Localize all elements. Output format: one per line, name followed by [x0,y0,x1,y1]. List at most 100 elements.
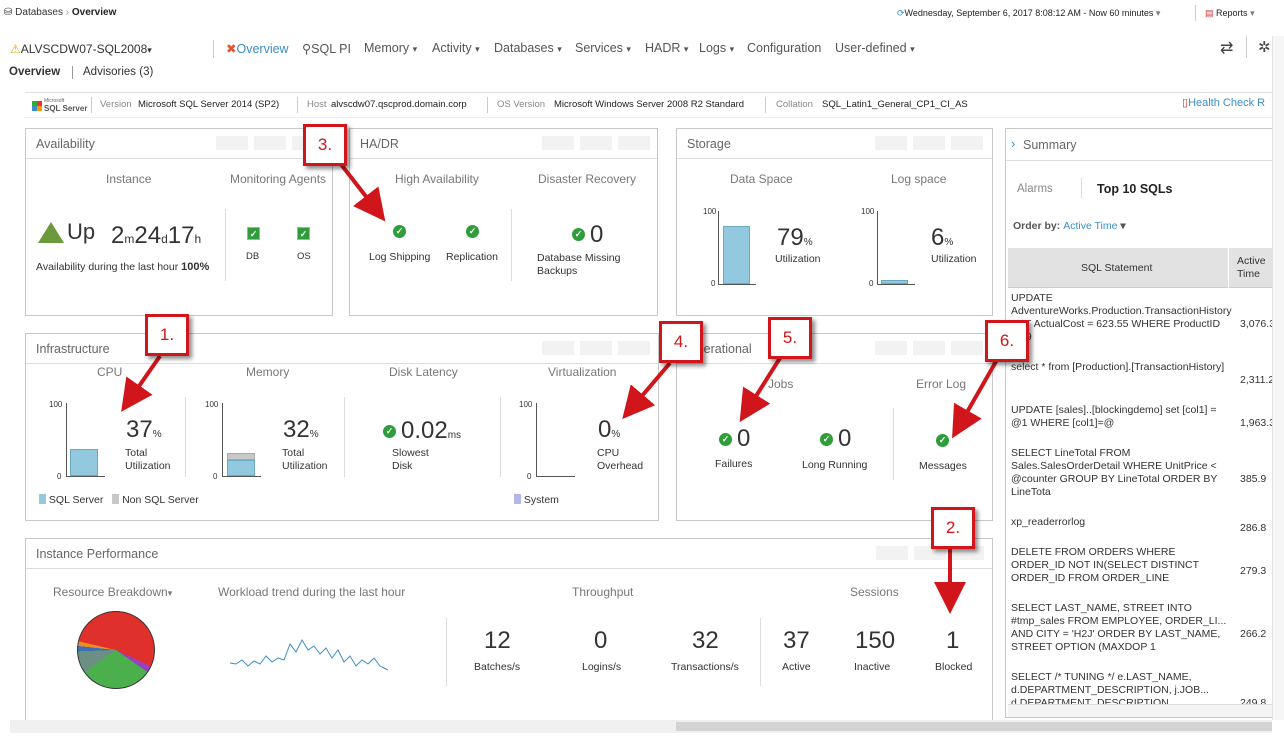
settings-icon[interactable]: ✲ [1258,39,1271,56]
nav-user-defined[interactable]: User-defined ▾ [835,41,915,55]
os-check-icon: ✓ [297,227,310,240]
sql-time: 2,311.2 [1240,374,1275,386]
cpu-overhead-label: CPU Overhead [597,447,644,472]
time-range-selector[interactable]: ⟳Wednesday, September 6, 2017 8:08:12 AM… [897,8,1160,19]
transactions-label: Transactions/s [671,661,739,673]
tab-advisories[interactable]: Advisories (3) [83,66,154,78]
log-shipping-label: Log Shipping [369,251,431,263]
messages-label: Messages [919,460,967,472]
cpu-bar [70,449,98,476]
sql-row[interactable]: SELECT LAST_NAME, STREET INTO #tmp_sales… [1011,602,1227,653]
server-info-bar [25,92,1284,118]
nav-logs[interactable]: Logs ▾ [699,41,735,55]
log-space-pct: 6% [931,224,954,251]
refresh-icon[interactable]: ⇄ [1220,40,1234,57]
collation-label: Collation [776,99,813,110]
order-by[interactable]: Order by: Active Time ▾ [1013,220,1126,232]
throughput-heading: Throughput [572,585,634,599]
panel-title: Infrastructure [36,342,110,356]
failures-label: Failures [715,458,753,470]
missing-backups-label: Database Missing Backups [537,252,621,277]
data-space-pct: 79% [777,224,813,251]
cpu-heading: CPU [97,365,123,379]
tab-alarms[interactable]: Alarms [1017,183,1053,195]
sql-row[interactable]: UPDATE [sales]..[blockingdemo] set [col1… [1011,404,1217,429]
collation-value: SQL_Latin1_General_CP1_CI_AS [822,99,968,110]
col-active-time[interactable]: Active Time [1237,255,1266,280]
sql-server-logo: Microsoft SQL Server [32,98,87,115]
agents-heading: Monitoring Agents [230,172,327,186]
virt-value: 0% [598,416,621,443]
sql-row[interactable]: DELETE FROM ORDERS WHERE ORDER_ID NOT IN… [1011,546,1199,584]
operational-panel: Operational [676,333,993,521]
sessions-heading: Sessions [850,585,899,599]
server-selector[interactable]: ⚠ALVSCDW07-SQL2008▾ [10,42,152,56]
callout-5: 5. [768,317,812,359]
callout-2: 2. [931,507,975,549]
data-space-heading: Data Space [730,172,793,186]
page-vertical-scrollbar[interactable] [1272,36,1284,720]
instance-heading: Instance [106,172,152,186]
util-label: Utilization [775,253,821,265]
resource-breakdown-dropdown[interactable]: Resource Breakdown▾ [53,585,173,599]
nav-hadr[interactable]: HADR ▾ [645,41,689,55]
chevron-down-icon: ▾ [1250,8,1255,18]
util-label: Utilization [931,253,977,265]
db-icon: ⛁ [4,7,13,18]
sql-row[interactable]: SELECT LineTotal FROM Sales.SalesOrderDe… [1011,447,1218,498]
data-space-bar [723,226,750,284]
sql-time: 279.3 [1240,565,1267,577]
db-check-icon: ✓ [247,227,260,240]
memory-non-sql-bar [227,453,255,460]
nav-overview[interactable]: ✖Overview [226,42,289,56]
host-value: alvscdw07.qscprod.domain.corp [331,99,467,110]
availability-text: Availability during the last hour 100% [36,261,210,273]
sql-row[interactable]: UPDATE AdventureWorks.Production.Transac… [1011,292,1232,343]
dr-heading: Disaster Recovery [538,172,637,186]
divider [1195,5,1196,21]
log-space-bar [881,280,908,284]
memory-heading: Memory [246,365,290,379]
clock-icon: ⟳ [897,8,905,18]
chevron-right-icon[interactable]: › [1011,136,1016,151]
sql-time: 1,963.3 [1240,417,1276,429]
nav-activity[interactable]: Activity ▾ [432,41,480,55]
sql-row[interactable]: xp_readerrorlog [1011,516,1086,528]
jobs-heading: Jobs [768,377,794,391]
legend: SQL Server Non SQL Server [39,494,199,506]
nav-sql-pi[interactable]: ⚲SQL PI [302,42,351,56]
health-check-link[interactable]: ▯Health Check R [1182,97,1266,109]
ok-icon: ✓ [572,228,585,241]
reports-label: Reports [1216,8,1248,18]
sql-time: 249.8 [1240,697,1267,704]
nav-services[interactable]: Services ▾ [575,41,631,55]
sql-row[interactable]: SELECT /* TUNING */ e.LAST_NAME, d.DEPAR… [1011,671,1209,704]
sql-time: 266.2 [1240,628,1267,640]
logins-label: Logins/s [582,661,622,673]
scrollbar-thumb[interactable] [676,722,1272,731]
breadcrumb: ⛁ Databases › Overview [4,7,117,18]
server-name: ALVSCDW07-SQL2008 [20,42,148,56]
panel-title: Availability [36,137,95,151]
instance-performance-panel: Instance Performance [25,538,993,722]
hadr-panel: HA/DR [349,128,658,316]
tab-overview[interactable]: Overview [9,66,61,78]
resource-pie-chart [77,611,155,689]
summary-scrollbar[interactable] [1008,704,1278,717]
nav-configuration[interactable]: Configuration [747,41,822,55]
nav-memory[interactable]: Memory ▾ [364,41,418,55]
col-sql-statement[interactable]: SQL Statement [1081,262,1153,274]
divider [91,97,92,113]
memory-pct: 32% [283,416,319,443]
panel-title: Storage [687,137,731,151]
sql-row[interactable]: select * from [Production].[TransactionH… [1011,361,1225,373]
sql-time: 385.9 [1240,473,1267,485]
callout-6: 6. [985,320,1029,362]
callout-4: 4. [659,321,703,363]
breadcrumb-root[interactable]: Databases [15,7,63,18]
ok-icon: ✓ [936,434,949,447]
tab-top-sqls[interactable]: Top 10 SQLs [1097,182,1173,196]
nav-databases[interactable]: Databases ▾ [494,41,562,55]
reports-button[interactable]: ▤ Reports ▾ [1205,8,1255,19]
blocked-sessions-label: Blocked [935,661,973,673]
